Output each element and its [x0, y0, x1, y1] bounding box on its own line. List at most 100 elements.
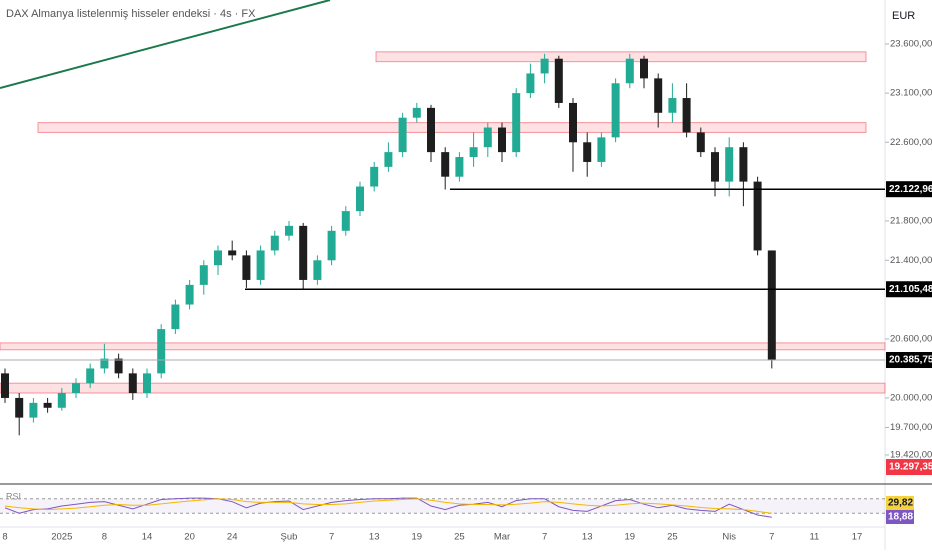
candle-body	[611, 83, 620, 138]
candle-body	[199, 265, 208, 285]
x-tick-label: 8	[2, 532, 7, 543]
y-tick-label: 20.600,00	[890, 333, 932, 344]
candle-body	[725, 147, 734, 182]
candle-body	[185, 284, 194, 305]
x-tick-label: Nis	[722, 532, 736, 543]
price-label-box	[886, 352, 932, 369]
candle-body	[143, 373, 151, 394]
x-tick-label: 24	[227, 532, 238, 543]
candle-body	[57, 393, 66, 408]
candle-body	[43, 402, 52, 408]
candle-body	[313, 260, 322, 280]
y-tick-label: 23.100,00	[890, 88, 932, 99]
x-tick-label: Şub	[281, 532, 298, 543]
candle-body	[214, 250, 222, 266]
candle-body	[299, 225, 308, 280]
rsi-band	[0, 498, 885, 514]
chart-title: DAX Almanya listelenmiş hisseler endeksi…	[6, 8, 256, 20]
candle-body	[228, 250, 237, 256]
candle-body	[540, 58, 549, 74]
candle-body	[526, 73, 535, 94]
zone	[375, 51, 867, 63]
y-tick-label: 19.700,00	[890, 422, 932, 433]
x-tick-label: 11	[809, 532, 819, 543]
candle-body	[498, 127, 506, 153]
x-tick-label: Mar	[494, 532, 510, 543]
candle-body	[171, 304, 180, 330]
price-label: 19.297,35	[889, 462, 932, 473]
rsi-label: 29,82	[888, 498, 913, 509]
x-tick-label: 14	[142, 532, 153, 543]
price-label: 21.105,48	[889, 284, 932, 295]
rsi-title: RSI	[6, 491, 21, 501]
candle-body	[412, 107, 421, 118]
candle-body	[270, 235, 279, 251]
candle-body	[1, 373, 9, 398]
price-label-box	[886, 459, 932, 476]
x-tick-label: 7	[329, 532, 334, 543]
candle-body	[554, 58, 563, 103]
candle-body	[455, 157, 464, 177]
candle-body	[327, 230, 336, 261]
candle-body	[640, 58, 648, 79]
y-tick-label: 22.600,00	[890, 137, 932, 148]
candle-body	[100, 358, 109, 369]
candle-body	[739, 147, 748, 182]
x-tick-label: 2025	[51, 532, 72, 543]
y-tick-label: 23.600,00	[890, 38, 932, 49]
candle-body	[256, 250, 265, 280]
trend-line	[0, 0, 331, 89]
candle-body	[384, 152, 393, 167]
candle-body	[668, 98, 677, 113]
candle-body	[625, 58, 634, 84]
candle-body	[157, 329, 166, 374]
candle-body	[654, 78, 663, 113]
price-label-box	[886, 281, 932, 298]
candle-body	[370, 166, 379, 187]
candle-body	[711, 152, 719, 182]
x-tick-label: 8	[102, 532, 107, 543]
candle-body	[483, 127, 492, 148]
candle-body	[696, 132, 705, 153]
candle-body	[72, 383, 80, 394]
candle-body	[15, 397, 24, 418]
zone	[37, 122, 867, 133]
candle-body	[114, 358, 123, 374]
y-tick-label: 20.000,00	[890, 392, 932, 403]
candle-body	[29, 402, 38, 418]
x-tick-label: 7	[769, 532, 774, 543]
x-tick-label: 19	[625, 532, 636, 543]
x-tick-label: 25	[667, 532, 678, 543]
y-tick-label: 21.400,00	[890, 255, 932, 266]
candle-body	[441, 152, 450, 177]
candle-body	[469, 147, 478, 158]
candle-body	[398, 117, 407, 153]
candle-body	[682, 98, 691, 133]
price-label-box	[886, 181, 932, 198]
candle-body	[597, 137, 606, 162]
currency[interactable]: EUR	[892, 10, 915, 22]
x-tick-label: 20	[184, 532, 195, 543]
y-tick-label: 21.800,00	[890, 215, 932, 226]
candle-body	[356, 186, 364, 212]
candle-body	[86, 368, 95, 384]
candle-body	[285, 225, 293, 236]
rsi-line	[4, 497, 772, 518]
x-tick-label: 19	[412, 532, 423, 543]
rsi-label: 18,88	[888, 512, 913, 523]
x-tick-label: 17	[852, 532, 863, 543]
rsi-line	[4, 498, 772, 514]
candle-body	[128, 373, 137, 394]
candle-body	[341, 211, 350, 231]
candle-body	[512, 93, 521, 153]
price-label: 20.385,75	[889, 355, 932, 366]
rsi-label-box	[886, 496, 914, 510]
x-tick-label: 13	[582, 532, 593, 543]
rsi-label-box	[886, 510, 914, 524]
zone	[0, 382, 886, 394]
candle-body	[569, 102, 577, 143]
x-tick-label: 7	[542, 532, 547, 543]
zone	[0, 342, 886, 351]
